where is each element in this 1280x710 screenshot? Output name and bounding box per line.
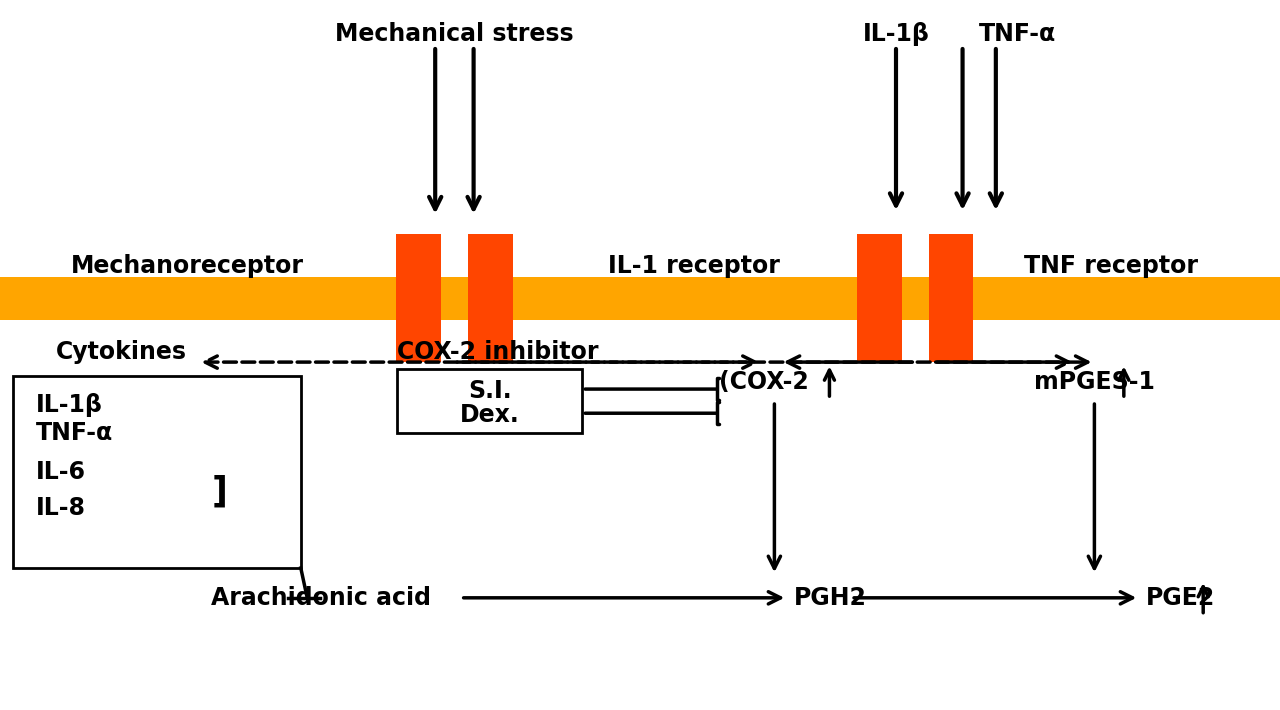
Text: IL-6: IL-6 xyxy=(36,460,86,484)
FancyBboxPatch shape xyxy=(858,234,901,362)
Text: TNF receptor: TNF receptor xyxy=(1024,254,1198,278)
Text: TNF-α: TNF-α xyxy=(36,421,113,445)
Text: TNF-α: TNF-α xyxy=(979,22,1056,46)
Text: mPGES-1: mPGES-1 xyxy=(1034,370,1155,394)
FancyBboxPatch shape xyxy=(397,369,582,433)
Text: IL-1β: IL-1β xyxy=(36,393,102,417)
Text: IL-1β: IL-1β xyxy=(863,22,929,46)
FancyBboxPatch shape xyxy=(0,277,1280,320)
Text: IL-8: IL-8 xyxy=(36,496,86,520)
FancyBboxPatch shape xyxy=(397,234,440,362)
Text: S.I.: S.I. xyxy=(468,378,512,403)
Text: PGH2: PGH2 xyxy=(794,586,867,610)
Text: COX-2 inhibitor: COX-2 inhibitor xyxy=(397,340,598,364)
Text: Mechanoreceptor: Mechanoreceptor xyxy=(70,254,303,278)
FancyBboxPatch shape xyxy=(468,234,512,362)
Text: IL-1 receptor: IL-1 receptor xyxy=(608,254,780,278)
Text: PGE2: PGE2 xyxy=(1146,586,1215,610)
FancyBboxPatch shape xyxy=(13,376,301,568)
Text: Mechanical stress: Mechanical stress xyxy=(335,22,573,46)
FancyBboxPatch shape xyxy=(928,234,973,362)
Text: Arachidonic acid: Arachidonic acid xyxy=(211,586,431,610)
Text: (COX-2: (COX-2 xyxy=(719,370,809,394)
Text: ]: ] xyxy=(211,474,227,508)
Text: Cytokines: Cytokines xyxy=(56,340,187,364)
Text: Dex.: Dex. xyxy=(461,403,520,427)
